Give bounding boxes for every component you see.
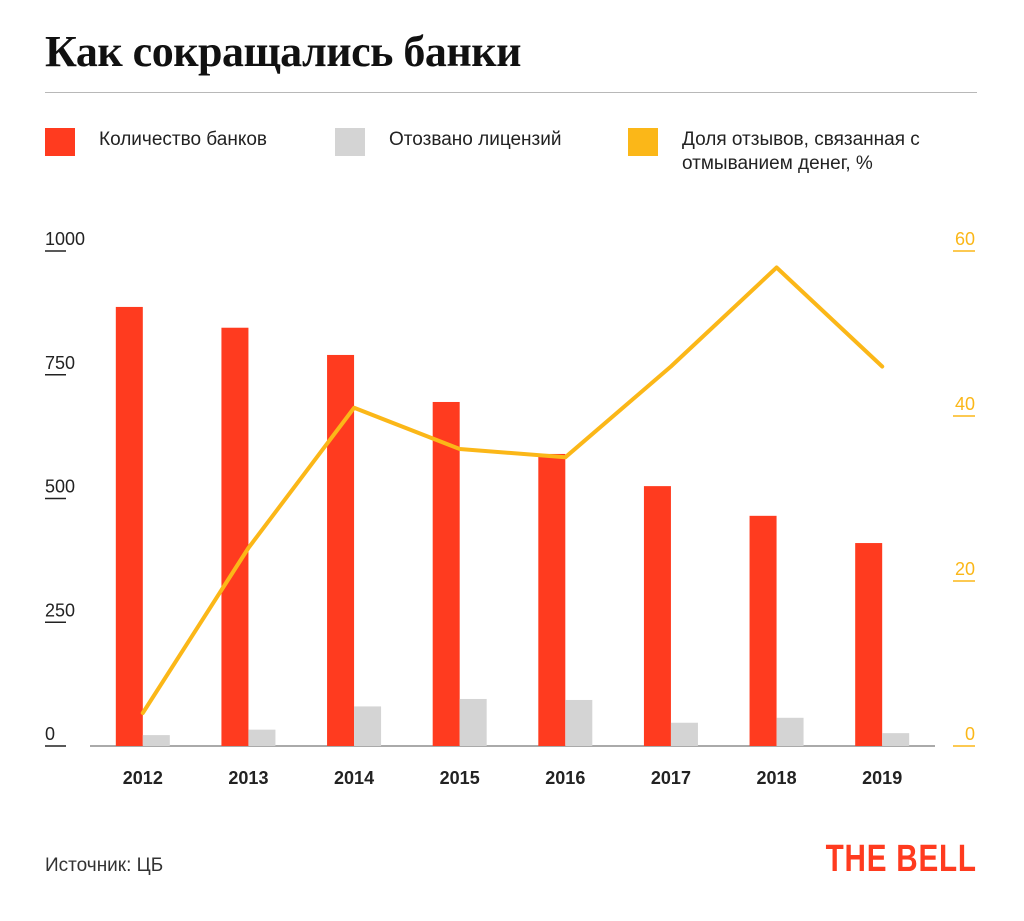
bar-bank-count [538, 453, 566, 746]
left-axis-tick-label: 1000 [45, 229, 85, 249]
brand-logo: THE BELL [825, 838, 977, 880]
x-axis-tick-label: 2014 [334, 768, 374, 788]
left-axis-tick-label: 500 [45, 477, 75, 497]
bar-bank-count [432, 401, 460, 746]
x-axis-tick-label: 2016 [545, 768, 585, 788]
x-axis-tick-label: 2012 [123, 768, 163, 788]
source-note: Источник: ЦБ [45, 855, 164, 876]
legend-item-laundering-share: Доля отзывов, связанная с отмыванием ден… [628, 128, 932, 176]
legend-swatch-revoked-licenses [335, 128, 365, 156]
bar-revoked-licenses [565, 699, 593, 746]
legend-label-bank-count: Количество банков [99, 129, 268, 150]
bar-bank-count [749, 515, 777, 746]
right-axis-tick-label: 20 [955, 559, 975, 579]
bar-revoked-licenses [776, 717, 804, 746]
right-axis-tick-label: 60 [955, 229, 975, 249]
bar-revoked-licenses [882, 733, 910, 746]
bar-bank-count [327, 354, 355, 746]
left-axis-tick-label: 750 [45, 353, 75, 373]
title-divider [45, 92, 977, 93]
legend-swatch-bank-count [45, 128, 75, 156]
left-axis-tick-label: 0 [45, 724, 55, 744]
bar-revoked-licenses [670, 722, 698, 746]
x-axis-tick-label: 2018 [757, 768, 797, 788]
x-axis-tick-label: 2015 [440, 768, 480, 788]
right-axis-tick-label: 40 [955, 394, 975, 414]
legend-swatch-laundering-share [628, 128, 658, 156]
legend-label-revoked-licenses: Отозвано лицензий [389, 129, 562, 150]
right-axis-tick-label: 0 [965, 724, 975, 744]
bar-revoked-licenses [354, 706, 382, 746]
bar-bank-count [221, 327, 249, 746]
bar-bank-count [643, 486, 671, 746]
line-laundering-share [140, 265, 885, 715]
legend-item-bank-count: Количество банков [45, 128, 267, 156]
bar-revoked-licenses [248, 729, 276, 746]
legend-label-laundering-share: Доля отзывов, связанная с отмыванием ден… [682, 129, 920, 174]
bar-revoked-licenses [142, 735, 170, 746]
x-axis-tick-label: 2017 [651, 768, 691, 788]
legend-item-revoked-licenses: Отозвано лицензий [335, 128, 561, 156]
bar-bank-count [115, 306, 143, 746]
chart-title: Как сокращались банки [45, 27, 521, 76]
bar-bank-count [855, 543, 883, 746]
x-axis-tick-label: 2013 [228, 768, 268, 788]
x-axis-tick-label: 2019 [862, 768, 902, 788]
bar-revoked-licenses [459, 698, 487, 746]
left-axis-tick-label: 250 [45, 600, 75, 620]
